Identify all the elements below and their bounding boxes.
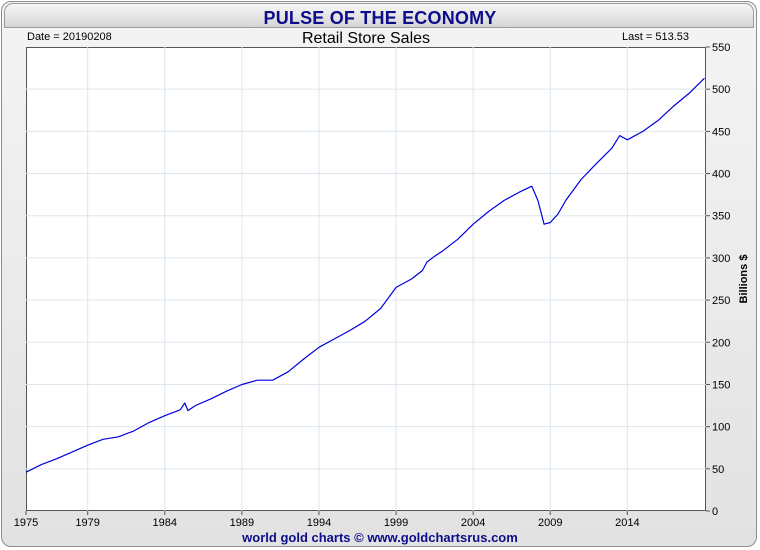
y-tick-label: 0: [712, 506, 718, 518]
y-tick-label: 450: [712, 126, 730, 138]
y-tick-label: 100: [712, 422, 730, 434]
footer-credit: world gold charts © www.goldchartsrus.co…: [242, 530, 518, 545]
chart-title: Retail Store Sales: [301, 30, 431, 47]
y-tick-label: 150: [712, 379, 730, 391]
x-tick-label: 2014: [615, 517, 639, 529]
y-tick-label: 250: [712, 295, 730, 307]
x-tick-label: 1979: [75, 517, 99, 529]
x-tick-label: 1989: [230, 517, 254, 529]
y-axis-label: Billions $: [738, 255, 750, 304]
banner-title: PULSE OF THE ECONOMY: [263, 8, 497, 28]
plot-area: [26, 47, 706, 511]
y-tick-label: 500: [712, 84, 730, 96]
x-tick-label: 2009: [538, 517, 562, 529]
y-tick-label: 50: [712, 464, 724, 476]
y-tick-label: 350: [712, 211, 730, 223]
x-tick-label: 1975: [14, 517, 38, 529]
y-tick-label: 550: [712, 42, 730, 54]
banner: PULSE OF THE ECONOMY: [4, 3, 754, 28]
series-line: [25, 77, 705, 473]
x-tick-label: 1984: [153, 517, 177, 529]
y-tick-label: 400: [712, 169, 730, 181]
y-tick-label: 300: [712, 253, 730, 265]
last-value-label: Last = 513.53: [622, 31, 689, 43]
date-label: Date = 20190208: [27, 31, 112, 43]
y-tick-label: 200: [712, 337, 730, 349]
x-tick-label: 1999: [384, 517, 408, 529]
x-tick-label: 1994: [307, 517, 331, 529]
x-tick-label: 2004: [461, 517, 485, 529]
